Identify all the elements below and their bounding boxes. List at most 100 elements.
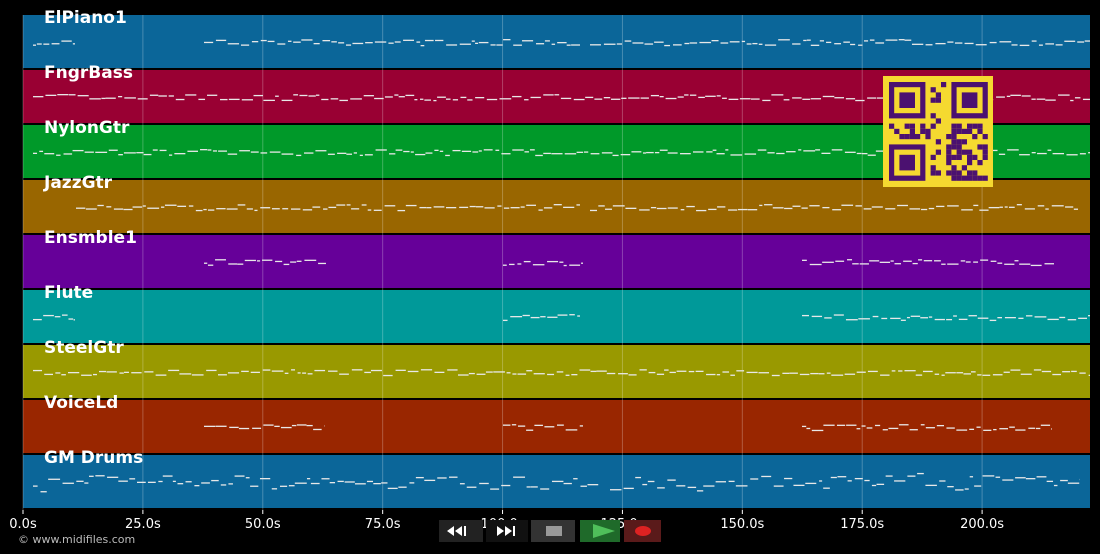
note xyxy=(175,98,185,101)
note xyxy=(263,99,275,102)
note xyxy=(420,44,425,47)
track-lane xyxy=(23,400,1090,453)
note xyxy=(706,151,713,153)
qr-module xyxy=(930,113,936,119)
note xyxy=(185,94,197,96)
note xyxy=(594,98,603,100)
note xyxy=(522,314,530,317)
note xyxy=(284,372,289,374)
note xyxy=(650,94,659,97)
play-icon xyxy=(593,524,615,538)
qr-module xyxy=(972,170,978,176)
note xyxy=(215,259,226,261)
note xyxy=(76,480,84,482)
note xyxy=(493,371,505,373)
qr-module xyxy=(977,128,983,134)
note xyxy=(894,480,906,482)
note xyxy=(954,42,963,44)
note xyxy=(576,204,580,206)
note xyxy=(757,149,767,151)
note xyxy=(290,208,301,210)
note xyxy=(920,317,928,319)
note xyxy=(77,95,89,97)
note xyxy=(647,480,655,483)
note xyxy=(277,43,286,45)
note xyxy=(137,98,148,100)
note xyxy=(373,209,382,211)
tick-label: 200.0s xyxy=(960,517,1004,532)
qr-module xyxy=(930,154,936,160)
note xyxy=(990,260,997,262)
note xyxy=(308,95,316,97)
note xyxy=(551,43,556,45)
note xyxy=(898,424,909,426)
qr-module xyxy=(946,160,952,166)
note xyxy=(99,370,107,373)
note xyxy=(336,204,346,206)
note xyxy=(403,39,414,41)
note xyxy=(54,316,61,318)
note xyxy=(890,260,894,262)
note xyxy=(581,262,583,264)
note xyxy=(526,429,534,431)
qr-module xyxy=(972,123,978,129)
note xyxy=(973,204,979,207)
note xyxy=(33,152,38,155)
note xyxy=(955,489,964,491)
qr-module xyxy=(972,154,978,160)
note xyxy=(397,209,406,212)
note xyxy=(260,152,268,154)
note xyxy=(841,204,854,206)
note xyxy=(321,98,329,101)
note xyxy=(226,208,238,210)
note xyxy=(644,43,654,45)
qr-module xyxy=(946,134,952,140)
note xyxy=(374,41,387,43)
note xyxy=(511,424,517,426)
note xyxy=(856,371,866,373)
note xyxy=(536,43,545,45)
note xyxy=(819,40,825,42)
note xyxy=(1073,208,1078,210)
note xyxy=(43,314,54,317)
note xyxy=(699,41,711,44)
note xyxy=(855,205,862,207)
note xyxy=(1055,44,1063,46)
note xyxy=(361,204,367,206)
note xyxy=(610,98,621,100)
note xyxy=(605,208,612,210)
note xyxy=(1007,149,1019,151)
note xyxy=(872,315,879,318)
note xyxy=(802,259,807,261)
note xyxy=(164,204,177,206)
note xyxy=(1046,480,1054,483)
qr-module xyxy=(972,175,978,181)
note xyxy=(590,44,601,46)
note xyxy=(55,372,61,374)
note xyxy=(291,369,296,371)
note xyxy=(551,480,564,483)
note xyxy=(1052,152,1065,155)
note xyxy=(928,316,933,318)
note xyxy=(803,150,816,152)
note xyxy=(830,476,837,479)
note xyxy=(241,370,249,373)
note xyxy=(936,205,945,208)
note xyxy=(590,370,597,373)
note xyxy=(530,96,541,99)
qr-module xyxy=(920,123,926,129)
note xyxy=(752,42,758,45)
note xyxy=(328,370,338,372)
note xyxy=(642,152,647,154)
note xyxy=(758,372,770,374)
note xyxy=(664,369,669,371)
note xyxy=(239,150,250,152)
note xyxy=(624,40,632,42)
note xyxy=(425,152,433,154)
note xyxy=(705,95,716,97)
note xyxy=(424,99,431,101)
note xyxy=(925,484,937,487)
note xyxy=(283,263,290,266)
note xyxy=(446,206,457,209)
note xyxy=(290,261,297,263)
